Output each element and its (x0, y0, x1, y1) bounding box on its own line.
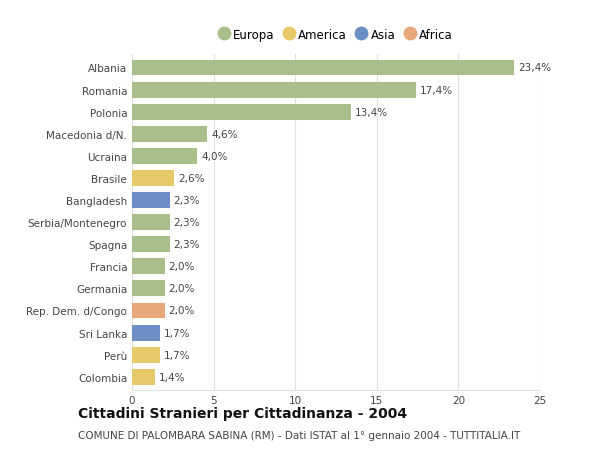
Bar (132, 325, 160, 341)
Text: 1,4%: 1,4% (159, 372, 185, 382)
Text: 2,6%: 2,6% (179, 174, 205, 184)
Bar (132, 369, 155, 385)
Bar (132, 259, 164, 274)
Text: 1,7%: 1,7% (164, 350, 190, 360)
Bar (132, 83, 416, 98)
Text: 23,4%: 23,4% (518, 63, 551, 73)
Bar (132, 171, 175, 186)
Text: 4,0%: 4,0% (202, 151, 228, 162)
Bar (132, 237, 170, 252)
Bar (132, 281, 164, 297)
Bar (132, 347, 160, 363)
Text: 2,3%: 2,3% (173, 196, 200, 206)
Bar (132, 193, 170, 208)
Text: 2,0%: 2,0% (169, 284, 195, 294)
Text: Cittadini Stranieri per Cittadinanza - 2004: Cittadini Stranieri per Cittadinanza - 2… (78, 406, 407, 420)
Bar (132, 127, 207, 142)
Bar (132, 303, 164, 319)
Text: 1,7%: 1,7% (164, 328, 190, 338)
Text: 2,3%: 2,3% (173, 218, 200, 228)
Text: 2,0%: 2,0% (169, 262, 195, 272)
Bar (132, 149, 197, 164)
Bar (132, 105, 350, 120)
Bar (132, 215, 170, 230)
Text: 17,4%: 17,4% (420, 85, 453, 95)
Text: COMUNE DI PALOMBARA SABINA (RM) - Dati ISTAT al 1° gennaio 2004 - TUTTITALIA.IT: COMUNE DI PALOMBARA SABINA (RM) - Dati I… (78, 431, 520, 441)
Bar (132, 61, 514, 76)
Legend: Europa, America, Asia, Africa: Europa, America, Asia, Africa (214, 24, 458, 46)
Text: 2,0%: 2,0% (169, 306, 195, 316)
Text: 4,6%: 4,6% (211, 129, 238, 140)
Text: 13,4%: 13,4% (355, 107, 388, 118)
Text: 2,3%: 2,3% (173, 240, 200, 250)
